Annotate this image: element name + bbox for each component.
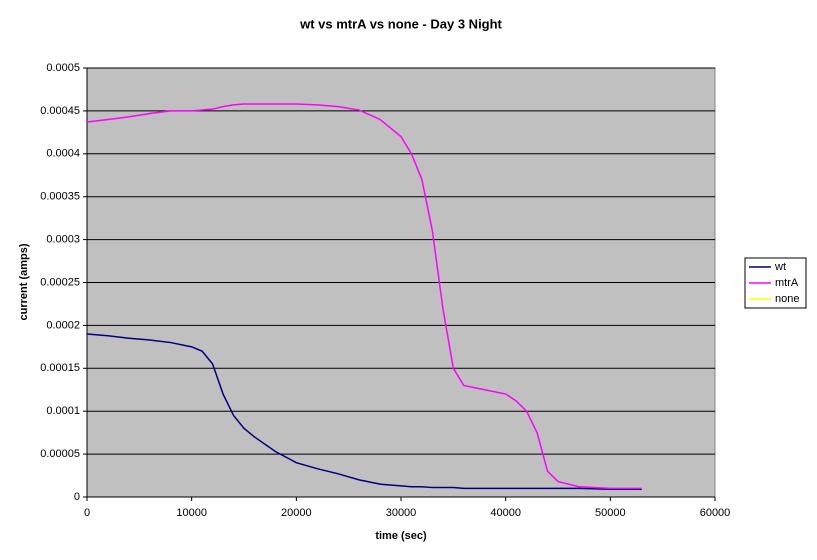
data-line	[86, 333, 642, 491]
y-tick-label: 0.00005	[40, 448, 80, 460]
y-tick-label: 0.00045	[40, 105, 80, 117]
y-tick-label: 0.00025	[40, 276, 80, 288]
y-axis-label: current (amps)	[18, 243, 30, 320]
legend-label: mtrA	[775, 277, 799, 289]
chart-title: wt vs mtrA vs none - Day 3 Night	[299, 16, 502, 31]
x-tick-label: 0	[84, 507, 90, 519]
y-tick-label: 0.0005	[46, 62, 80, 74]
x-axis-label: time (sec)	[375, 530, 427, 542]
x-tick-label: 30000	[386, 507, 417, 519]
x-tick-label: 50000	[595, 507, 626, 519]
legend-label: none	[775, 293, 799, 305]
data-line	[86, 103, 642, 490]
x-tick-label: 40000	[490, 507, 521, 519]
y-tick-label: 0.00015	[40, 362, 80, 374]
y-tick-label: 0.0002	[46, 319, 80, 331]
x-tick-label: 10000	[176, 507, 207, 519]
y-tick-label: 0.0004	[46, 148, 80, 160]
x-tick-label: 20000	[281, 507, 312, 519]
legend-label: wt	[774, 261, 786, 273]
y-tick-label: 0	[74, 491, 80, 503]
y-tick-label: 0.00035	[40, 191, 80, 203]
x-tick-label: 60000	[700, 507, 731, 519]
y-tick-label: 0.0003	[46, 234, 80, 246]
y-tick-label: 0.0001	[46, 405, 80, 417]
